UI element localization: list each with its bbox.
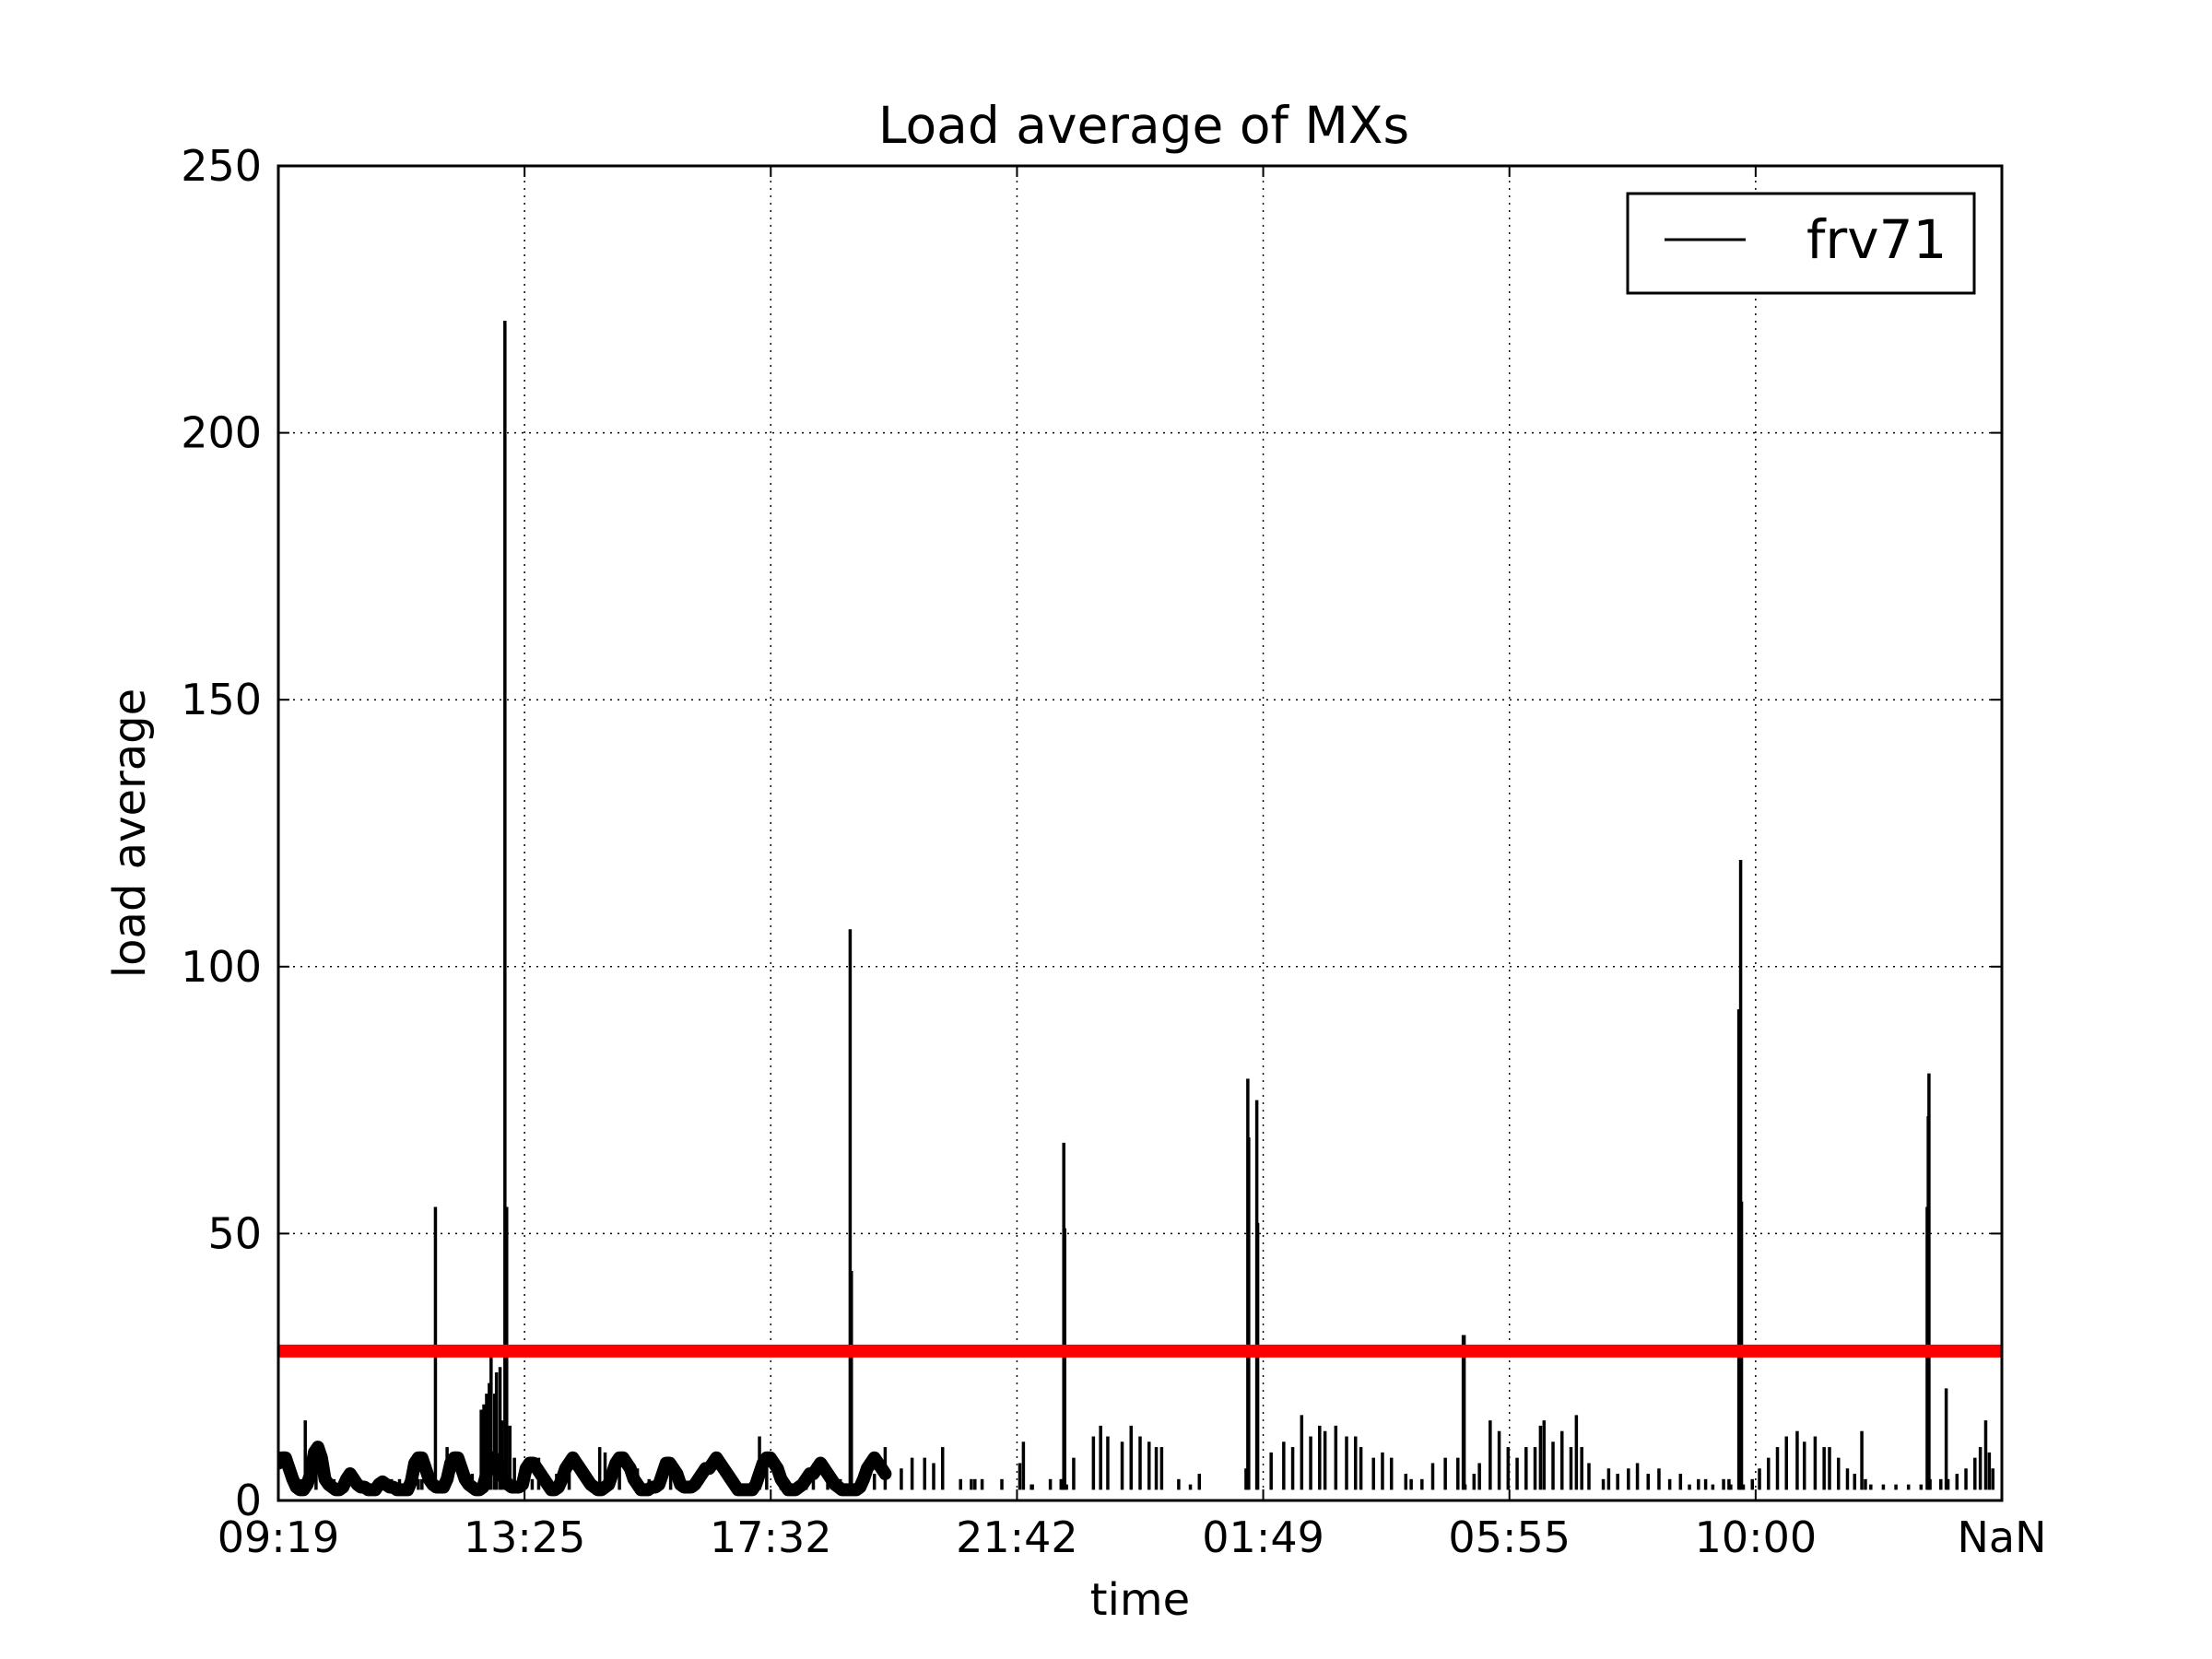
x-tick-label: 01:49 [1202,1512,1324,1562]
y-tick-label: 100 [181,942,262,992]
plot-frame [276,164,2004,1502]
y-axis-label: load average [104,688,156,978]
x-tick-label: 09:19 [218,1512,340,1562]
x-tick-label: NaN [1957,1512,2046,1562]
x-tick-label: 21:42 [956,1512,1078,1562]
plot-area [278,166,2002,1500]
y-tick-label: 0 [235,1476,262,1525]
x-tick-label: 10:00 [1695,1512,1818,1562]
x-axis-label: time [1090,1574,1190,1626]
legend-label-frv71: frv71 [1806,208,1947,271]
x-tick-labels: 09:19 13:25 17:32 21:42 01:49 05:55 10:00 NaN [218,1512,2047,1562]
series-layer [278,320,1995,1497]
y-tick-label: 150 [181,675,262,724]
y-tick-label: 250 [181,141,262,191]
y-tick-label: 50 [207,1208,262,1258]
grid [278,166,2002,1500]
legend-box [1626,192,1976,295]
chart-title: Load average of MXs [878,96,1409,155]
x-tick-label: 13:25 [464,1512,586,1562]
x-tick-label: 17:32 [710,1512,832,1562]
y-tick-label: 200 [181,408,262,458]
y-tick-labels: 0 50 100 150 200 250 [181,141,262,1525]
ticks [277,165,2003,1501]
legend: frv71 [1626,192,1976,295]
series-band-frv71 [278,1441,892,1497]
x-tick-label: 05:55 [1448,1512,1571,1562]
